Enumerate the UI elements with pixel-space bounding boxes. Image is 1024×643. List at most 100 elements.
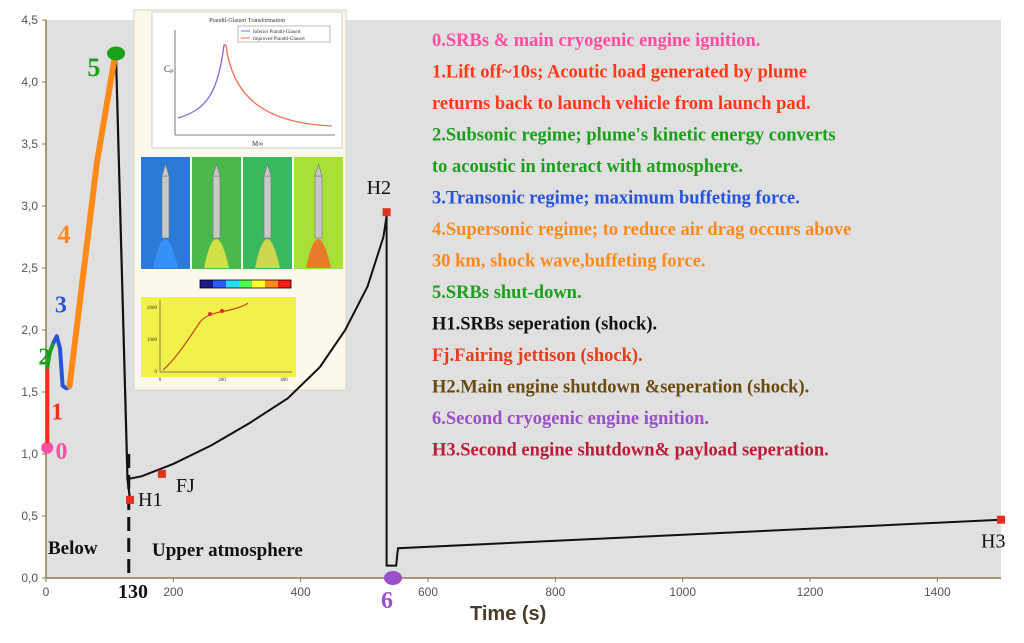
marker-h1-label: H1 — [138, 489, 162, 511]
marker-fj-point — [157, 469, 166, 478]
marker-h1-point — [126, 495, 135, 504]
phase-3-label: 3 — [55, 293, 67, 319]
legend-entry: H3.Second engine shutdown& payload seper… — [432, 441, 829, 461]
inset-top-legend — [237, 25, 331, 43]
inset-top-legend-entry: Inferior Prandtl-Glauert — [253, 30, 301, 35]
cfd-plume — [204, 239, 229, 268]
phase-4-line — [66, 54, 118, 389]
legend-entry: H1.SRBs seperation (shock). — [432, 315, 657, 335]
inset-top-x-label: M∞ — [252, 140, 263, 148]
inset-top-title: Prandtl-Glauert Transformation — [209, 17, 285, 24]
cfd-colorbar-segment — [278, 280, 291, 288]
marker-h2-point — [382, 208, 391, 217]
rocket-nose — [314, 162, 323, 177]
y-tick-label: 1,0 — [21, 447, 38, 461]
marker-h2-label: H2 — [367, 177, 391, 199]
x-tick-label: 200 — [163, 585, 183, 599]
legend-entry: 30 km, shock wave,buffeting force. — [432, 252, 706, 272]
marker-h3-point — [997, 515, 1005, 524]
inset-top-curve — [177, 44, 226, 119]
phase-0-point — [41, 441, 54, 454]
legend-entry: H2.Main engine shutdown &seperation (sho… — [432, 378, 809, 398]
cfd-plume — [306, 239, 331, 268]
legend-layer: 0.SRBs & main cryogenic engine ignition.… — [432, 31, 851, 461]
inset-top-y-label: Cₚ — [164, 64, 174, 74]
legend-entry: returns back to launch vehicle from laun… — [432, 94, 811, 114]
phase-3-line — [51, 334, 72, 391]
legend-entry: 1.Lift off~10s; Acoutic load generated b… — [432, 63, 807, 83]
inset-bottom-x-tick: 0 — [159, 378, 162, 383]
phase-2-line — [45, 340, 56, 370]
legend-entry: 4.Supersonic regime; to reduce air drag … — [432, 220, 851, 240]
cfd-plume — [255, 239, 280, 268]
cfd-colorbar — [199, 279, 292, 289]
legend-entry: 0.SRBs & main cryogenic engine ignition. — [432, 31, 760, 51]
trajectory-series-line — [128, 215, 1002, 567]
rocket-body — [161, 175, 170, 239]
inset-layer: Prandtl-Glauert Transformation Inferior P… — [133, 9, 347, 391]
x-tick-label: 400 — [291, 585, 311, 599]
marker-6-label: 6 — [381, 588, 393, 614]
inset-bottom-point — [220, 309, 224, 313]
rocket-body — [263, 175, 272, 239]
marker-h3-label: H3 — [981, 531, 1005, 553]
inset-bottom-plot — [141, 297, 296, 377]
legend-entry: Fj.Fairing jettison (shock). — [432, 346, 643, 366]
inset-bottom-x-tick: 400 — [280, 378, 288, 383]
axes-layer: 0 200 400 600 800 1000 1200 14000,00,51,01,52,0… — [21, 13, 1001, 599]
descent-series-line — [114, 57, 132, 501]
legend-entry: 3.Transonic regime; maximum buffeting fo… — [432, 189, 800, 209]
phase-1-label: 1 — [51, 399, 63, 425]
legend-entry: to acoustic in interact with atmosphere. — [432, 157, 743, 177]
y-tick-label: 0,0 — [21, 571, 38, 585]
inset-bottom-y-tick: 1000 — [147, 338, 158, 343]
inset-bottom-x-tick: 200 — [218, 378, 226, 383]
x-tick-label: 1400 — [924, 585, 951, 599]
inset-top-legend-entry: Improved Prandtl-Glauert — [253, 37, 305, 42]
cfd-colorbar-segment — [239, 280, 252, 288]
y-tick-label: 2,5 — [21, 261, 38, 275]
below-label: Below — [48, 538, 98, 559]
x-tick-label: 1200 — [797, 585, 824, 599]
cfd-colorbar-segment — [200, 280, 213, 288]
legend-entry: 5.SRBs shut-down. — [432, 283, 582, 303]
upper-atmosphere-label: Upper atmosphere — [152, 540, 303, 561]
y-tick-label: 3,5 — [21, 137, 38, 151]
phase-4-label: 4 — [57, 220, 70, 249]
phase-2-label: 2 — [38, 345, 50, 371]
cfd-plume — [153, 239, 178, 268]
cfd-colorbar-segment — [252, 280, 265, 288]
rocket-body — [314, 175, 323, 239]
y-tick-label: 1,5 — [21, 385, 38, 399]
phase-5-label: 5 — [87, 53, 100, 82]
rocket-nose — [161, 162, 170, 177]
inset-top-curve — [225, 44, 333, 127]
cfd-colorbar-segment — [213, 280, 226, 288]
marker-fj-label: FJ — [176, 475, 195, 497]
cfd-colorbar-segment — [265, 280, 278, 288]
legend-entry: 2.Subsonic regime; plume's kinetic energ… — [432, 126, 836, 146]
y-tick-label: 3,0 — [21, 199, 38, 213]
rocket-nose — [263, 162, 272, 177]
series-layer — [114, 57, 1002, 567]
phase-5-point — [107, 46, 126, 61]
inset-bottom-point — [208, 312, 212, 316]
rocket-body — [212, 175, 221, 239]
y-tick-label: 4,0 — [21, 75, 38, 89]
y-tick-label: 2,0 — [21, 323, 38, 337]
cfd-colorbar-segment — [226, 280, 239, 288]
marker-6-point — [383, 571, 402, 585]
x-tick-label: 0 — [43, 585, 50, 599]
inset-bottom-y-tick: 2000 — [147, 306, 158, 311]
x-axis-label: Time (s) — [470, 603, 546, 625]
x-tick-label: 800 — [545, 585, 565, 599]
marker-layer: H1 FJ H2 6 H3 — [126, 177, 1005, 614]
y-tick-label: 4,5 — [21, 13, 38, 27]
x-tick-label: 1000 — [669, 585, 696, 599]
x-tick-label: 600 — [418, 585, 438, 599]
rocket-nose — [212, 162, 221, 177]
phase-0-label: 0 — [56, 439, 68, 465]
